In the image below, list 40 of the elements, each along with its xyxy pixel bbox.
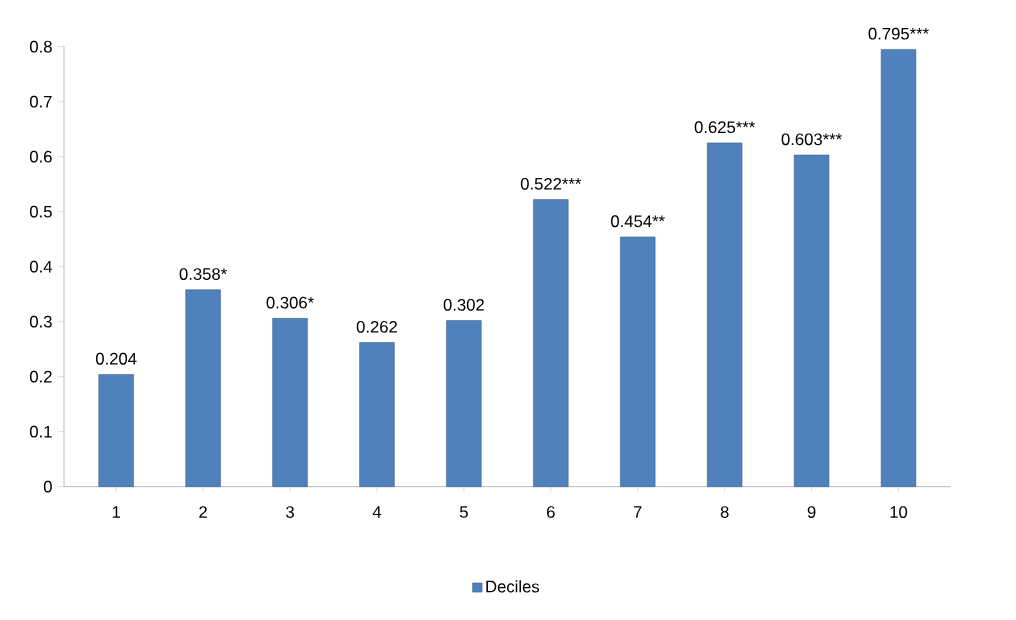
data-label: 0.302 xyxy=(443,298,484,311)
x-tick-label: 6 xyxy=(547,506,555,518)
x-tick-label: 8 xyxy=(720,506,729,518)
x-tick-label: 1 xyxy=(112,506,120,518)
x-tick-label: 5 xyxy=(459,506,468,518)
x-tick-label: 2 xyxy=(199,506,207,518)
bar xyxy=(359,342,395,487)
data-label: 0.454** xyxy=(611,215,665,228)
y-tick-label: 0.6 xyxy=(29,150,52,163)
data-label: 0.625*** xyxy=(694,121,755,134)
x-tick-label: 7 xyxy=(633,506,642,518)
bar xyxy=(272,318,308,487)
y-tick-label: 0.1 xyxy=(29,425,52,438)
y-tick-label: 0.7 xyxy=(29,95,52,108)
data-label: 0.358* xyxy=(179,268,227,280)
data-label: 0.603*** xyxy=(781,133,842,146)
bar xyxy=(185,289,221,487)
y-tick-label: 0.3 xyxy=(29,315,52,328)
data-label: 0.306* xyxy=(266,296,314,309)
data-label: 0.795*** xyxy=(868,27,929,40)
data-label: 0.204 xyxy=(95,352,137,365)
data-label: 0.262 xyxy=(356,320,397,333)
data-label: 0.522*** xyxy=(520,177,582,190)
legend-label: Deciles xyxy=(486,580,540,593)
y-tick-label: 0.4 xyxy=(29,260,53,273)
y-tick-label: 0.2 xyxy=(29,370,52,383)
bar xyxy=(620,236,656,487)
bar xyxy=(98,374,134,487)
y-tick-label: 0 xyxy=(43,480,52,493)
x-tick-label: 3 xyxy=(286,506,294,518)
y-tick-label: 0.5 xyxy=(29,205,52,218)
bar xyxy=(446,320,482,487)
bar xyxy=(880,49,917,487)
x-tick-label: 10 xyxy=(890,506,908,518)
y-tick-label: 0.8 xyxy=(29,40,52,53)
bar xyxy=(793,154,830,487)
bar xyxy=(533,199,569,487)
bar xyxy=(707,142,743,487)
x-tick-label: 4 xyxy=(372,506,382,518)
x-tick-label: 9 xyxy=(807,506,816,518)
